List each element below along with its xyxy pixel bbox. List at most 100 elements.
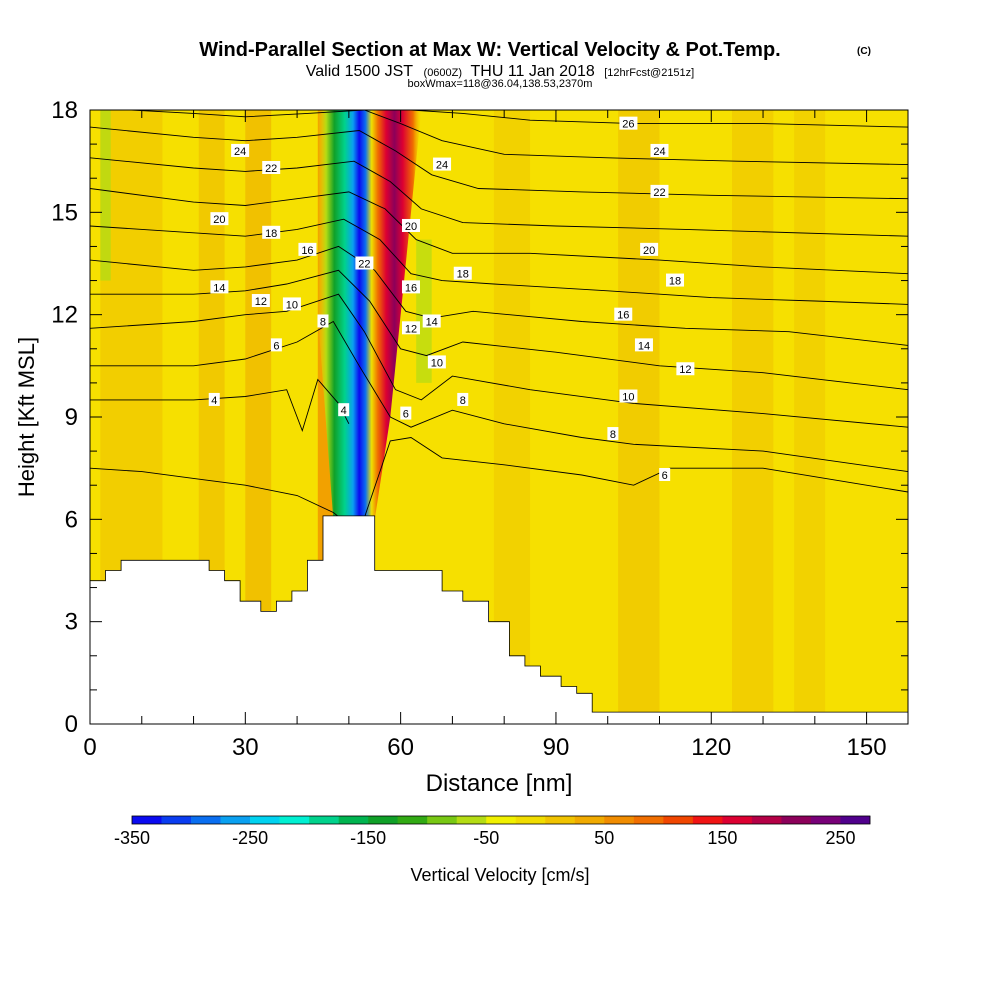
contour-label-text: 24 — [653, 146, 665, 158]
colorbar-swatch — [781, 816, 812, 824]
contour-label-bg — [210, 280, 229, 294]
contour-label-text: 24 — [234, 146, 246, 158]
contour-label: 18 — [262, 225, 281, 240]
contour-label: 16 — [298, 242, 317, 257]
x-tick-label: 90 — [543, 734, 570, 761]
theta-contour-18 — [90, 188, 908, 275]
colorbar-swatch — [279, 816, 310, 824]
contour-label: 6 — [659, 467, 671, 482]
contour-label-bg — [457, 392, 469, 406]
colorbar-swatch — [604, 816, 635, 824]
contour-label-text: 22 — [265, 163, 277, 175]
contour-label-text: 18 — [265, 228, 277, 240]
colorbar-frame — [131, 815, 871, 825]
contour-label-text: 8 — [460, 395, 466, 407]
contour-label: 20 — [640, 242, 659, 257]
contour-label: 12 — [676, 362, 695, 376]
contour-label: 24 — [433, 157, 452, 172]
contour-label-text: 8 — [610, 429, 616, 441]
colorbar-swatch — [397, 816, 428, 824]
contour-label-text: 16 — [301, 245, 313, 257]
valid-prefix: Valid 1500 JST — [306, 63, 414, 80]
contour-label-text: 6 — [662, 470, 668, 482]
contour-label-text: 14 — [638, 340, 650, 352]
contour-label: 22 — [650, 184, 669, 199]
contour-label-bg — [619, 116, 638, 130]
contour-label-text: 12 — [405, 323, 417, 335]
theta-contour-14 — [90, 245, 908, 346]
contour-label-bg — [676, 362, 695, 376]
contour-label-bg — [614, 307, 633, 321]
contour-label: 16 — [614, 307, 633, 322]
colorbar-tick-label: -50 — [473, 828, 499, 848]
contour-label-text: 16 — [617, 310, 629, 322]
contour-label: 8 — [317, 314, 329, 328]
contour-labels: 4 4 6 6 6 8 8 8 10 10 10 12 12 12 14 14 14 16 16 16 18 18 18 20… — [208, 116, 695, 482]
contour-label: 8 — [607, 427, 619, 441]
y-tick-label: 0 — [65, 711, 78, 738]
theta-contour-20 — [90, 157, 908, 237]
box-info: boxWmax=118@36.04,138.53,2370m — [408, 78, 593, 90]
colorbar-tick-label: 250 — [825, 828, 855, 848]
contour-label: 12 — [251, 294, 270, 308]
y-axis-label: Height [Kft MSL] — [14, 337, 39, 497]
contour-label-text: 4 — [211, 395, 217, 407]
colorbar-swatch — [810, 816, 841, 824]
y-axis: 0 3 6 9 12 15 18 — [51, 97, 908, 738]
contour-label: 26 — [619, 116, 638, 131]
colorbar-label: Vertical Velocity [cm/s] — [410, 865, 589, 885]
contour-label-bg — [251, 294, 270, 308]
contour-label: 14 — [634, 338, 653, 352]
valid-date: THU 11 Jan 2018 — [471, 63, 595, 80]
contour-label: 24 — [650, 143, 669, 158]
contour-label-bg — [619, 389, 638, 403]
contour-label: 20 — [210, 212, 229, 226]
contour-label-text: 18 — [669, 276, 681, 288]
contour-label-text: 10 — [622, 392, 634, 404]
contour-label: 8 — [457, 392, 469, 407]
updraft-band — [618, 110, 660, 724]
colorbar-swatch — [663, 816, 694, 824]
x-axis: 0 30 60 90 120 150 — [83, 110, 887, 761]
contour-label-bg — [231, 143, 250, 157]
contour-label: 12 — [401, 321, 420, 335]
valid-utc: (0600Z) — [424, 67, 463, 79]
y-tick-label: 6 — [65, 506, 78, 533]
theta-contour-6 — [90, 437, 908, 534]
colorbar-tick-label: 50 — [594, 828, 614, 848]
contour-label-bg — [400, 406, 412, 420]
contour-label: 18 — [453, 266, 472, 281]
colorbar-swatch — [722, 816, 753, 824]
contour-label-bg — [282, 297, 301, 311]
contour-label: 6 — [270, 338, 282, 352]
contour-label-bg — [634, 338, 653, 352]
colorbar-swatch — [161, 816, 192, 824]
colorbar-tick-label: -350 — [114, 828, 150, 848]
colorbar-swatch — [545, 816, 576, 824]
colorbar-swatch — [191, 816, 221, 824]
contour-label-text: 20 — [643, 245, 655, 257]
contour-label-bg — [270, 338, 282, 352]
contour-label-bg — [659, 467, 671, 481]
chart-title: Wind-Parallel Section at Max W: Vertical… — [199, 39, 780, 61]
x-tick-label: 60 — [387, 734, 414, 761]
theta-contour-12 — [90, 269, 908, 391]
title-mark: (C) — [857, 46, 871, 57]
contour-label-bg — [401, 321, 420, 335]
contour-label-text: 6 — [403, 409, 409, 421]
contour-label: 14 — [210, 280, 229, 294]
colorbar-swatch — [515, 816, 546, 824]
terrain — [90, 515, 908, 724]
x-tick-label: 120 — [691, 734, 731, 761]
colorbar-swatch — [456, 816, 487, 824]
colorbar-swatch — [132, 816, 162, 824]
forecast-info: [12hrFcst@2151z] — [604, 67, 694, 79]
theta-contour-10 — [90, 293, 908, 428]
y-tick-label: 9 — [65, 404, 78, 431]
contour-label-bg — [650, 184, 669, 198]
contour-label-bg — [607, 427, 619, 441]
theta-contour-22 — [90, 126, 908, 200]
contour-label-bg — [401, 218, 420, 232]
contour-label: 4 — [338, 403, 350, 417]
